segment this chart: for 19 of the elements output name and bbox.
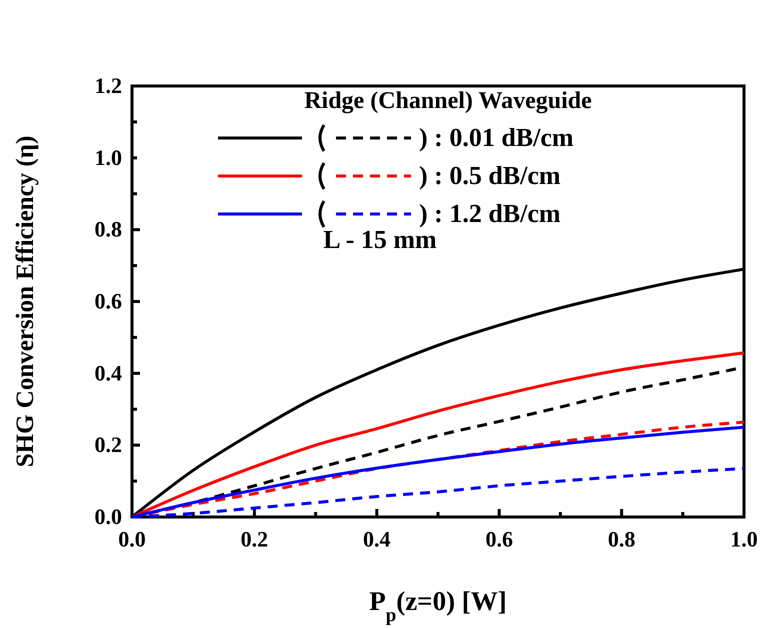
x-tick-label: 0.4 [363,526,391,552]
x-tick-label: 0.8 [608,526,636,552]
y-tick-label: 1.0 [94,144,122,170]
y-axis-title: SHG Conversion Efficiency (η) [12,136,39,468]
x-tick-label: 1.0 [730,526,758,552]
legend-label: ) : 0.01 dB/cm [419,123,574,152]
x-axis-title: P$_{p}$(z=0) [W] [369,586,507,626]
legend-label: ) : 1.2 dB/cm [419,199,561,228]
y-tick-label: 0.2 [94,432,122,458]
y-tick-label: 0.0 [94,504,122,530]
x-tick-label: 0.0 [118,526,146,552]
y-tick-label: 0.6 [94,288,122,314]
y-tick-label: 1.2 [94,73,122,98]
y-tick-label: 0.8 [94,216,122,242]
legend-label: ) : 0.5 dB/cm [419,161,561,190]
y-tick-label: 0.4 [94,360,122,386]
legend-title: Ridge (Channel) Waveguide [304,88,592,114]
x-tick-label: 0.6 [485,526,513,552]
x-tick-label: 0.2 [240,526,268,552]
